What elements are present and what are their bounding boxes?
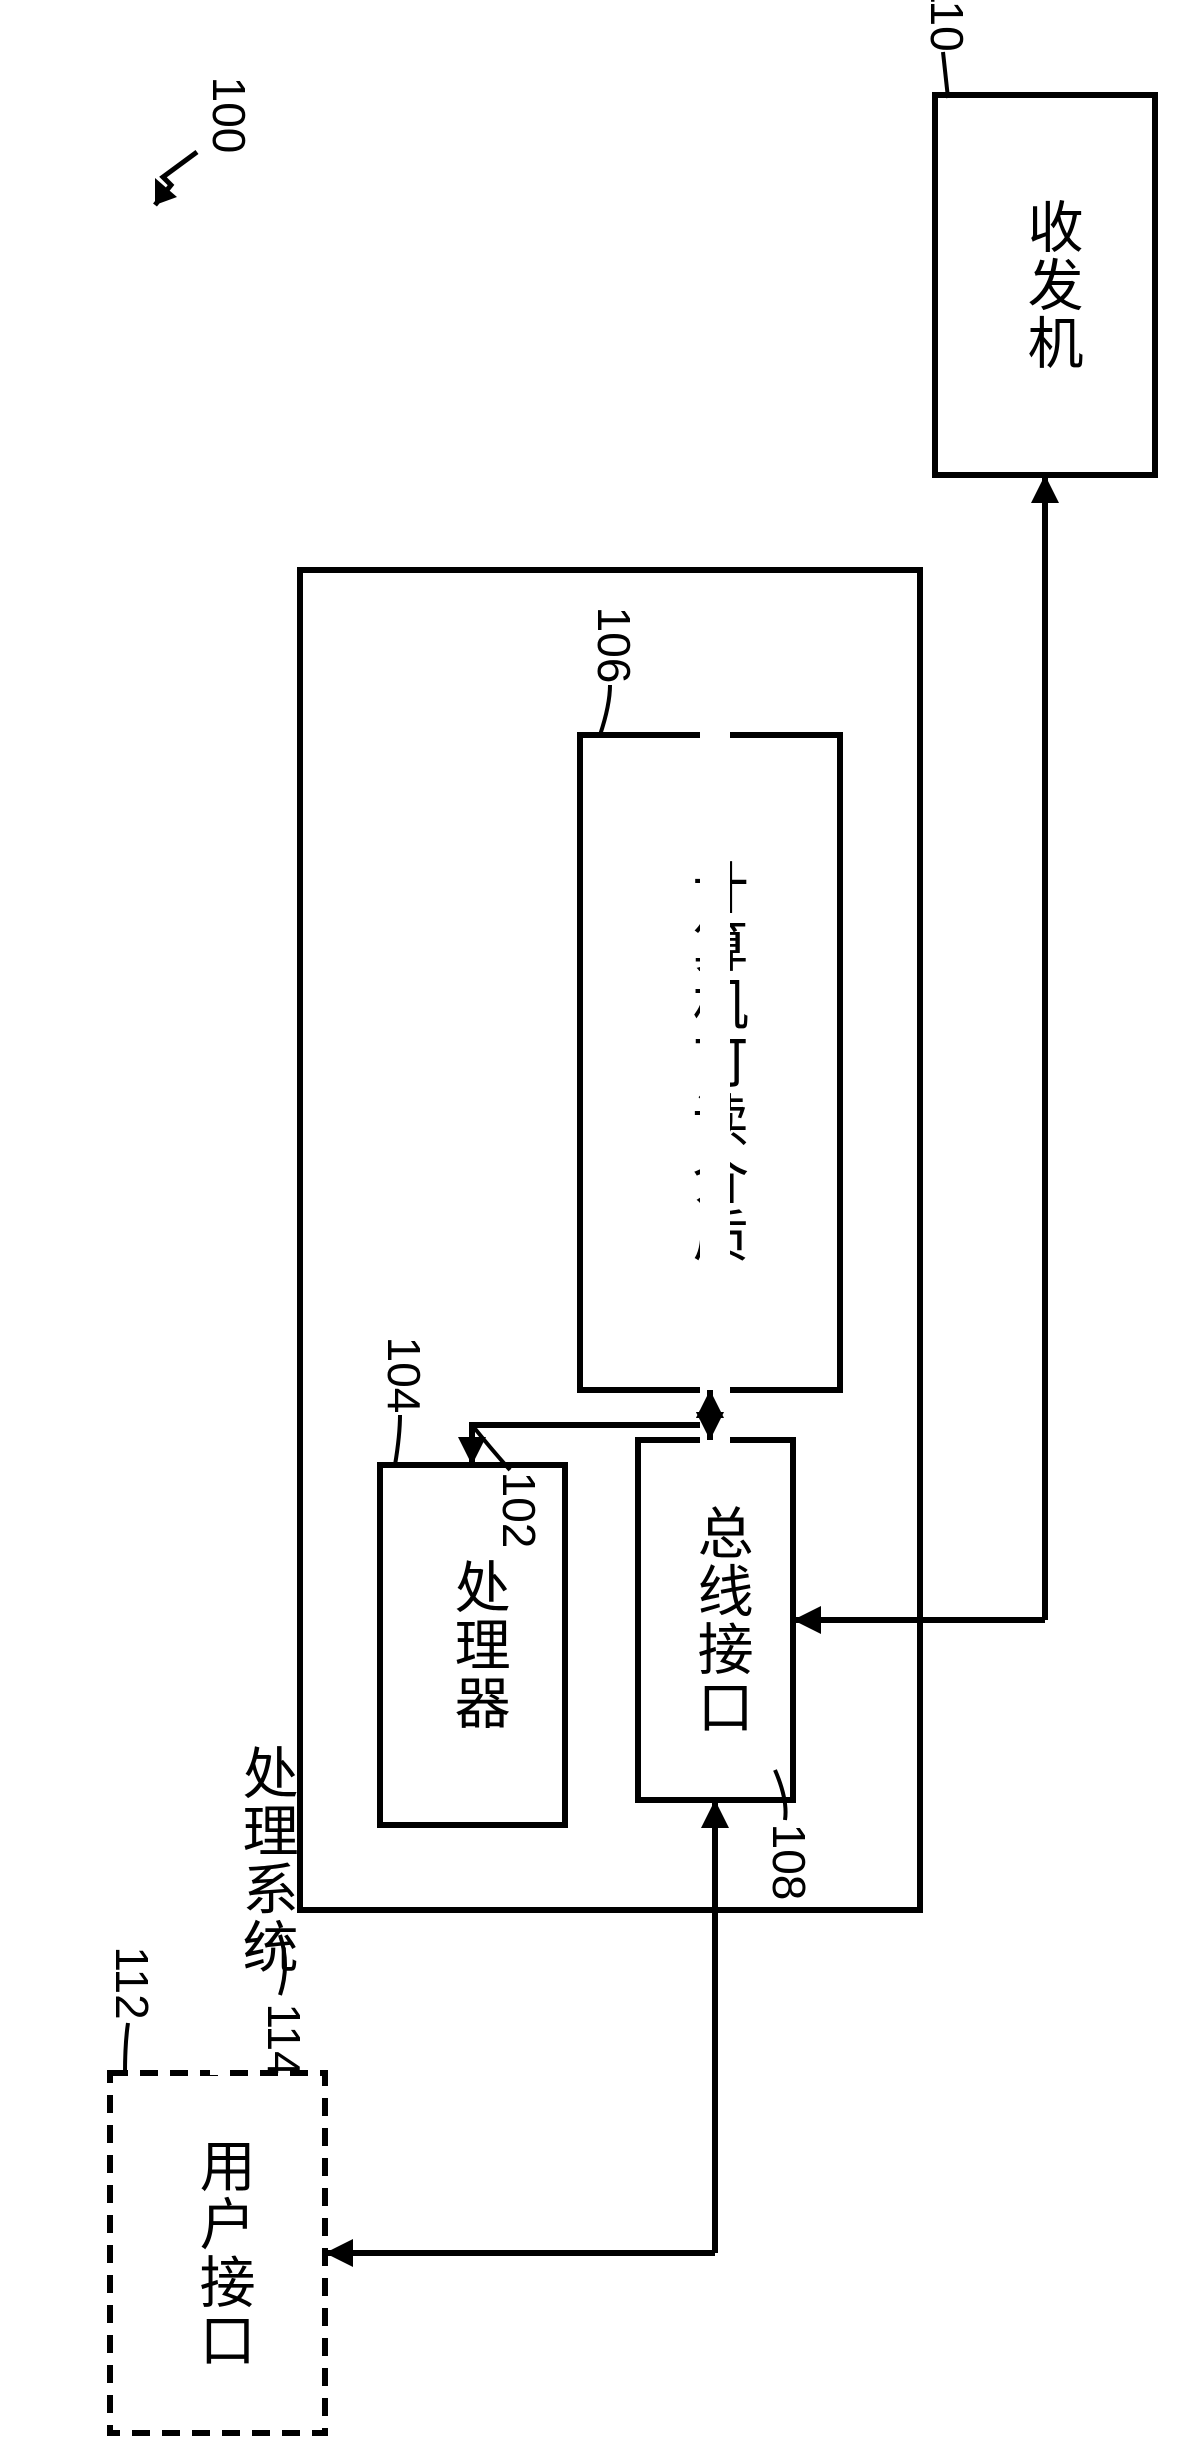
user-interface-label: 用户接口: [191, 2137, 254, 2369]
processor-id: 104: [378, 1337, 430, 1414]
bus-id: 102: [493, 1472, 545, 1549]
transceiver-leader: [943, 52, 948, 98]
bus-interface-id: 108: [763, 1824, 815, 1901]
user-interface-leader: [125, 2023, 128, 2073]
processor-label: 处理器: [446, 1558, 509, 1732]
transceiver-label: 收发机: [1019, 198, 1082, 372]
transceiver-id: 110: [921, 0, 973, 52]
processing-system-id: 114: [258, 2003, 310, 2076]
bus-interface-label: 总线接口: [689, 1504, 752, 1736]
block-diagram: 处理系统 114 处理器 104 计算机可读介质 106 总线接口 108 收发…: [0, 0, 1204, 2463]
user-interface-id: 112: [106, 1946, 158, 2019]
processing-system-label: 处理系统: [234, 1744, 297, 1976]
medium-id: 106: [588, 607, 640, 684]
figure-ref: 100: [203, 77, 255, 154]
figure-ref-arrow: [155, 152, 197, 205]
patch: [700, 470, 730, 1450]
